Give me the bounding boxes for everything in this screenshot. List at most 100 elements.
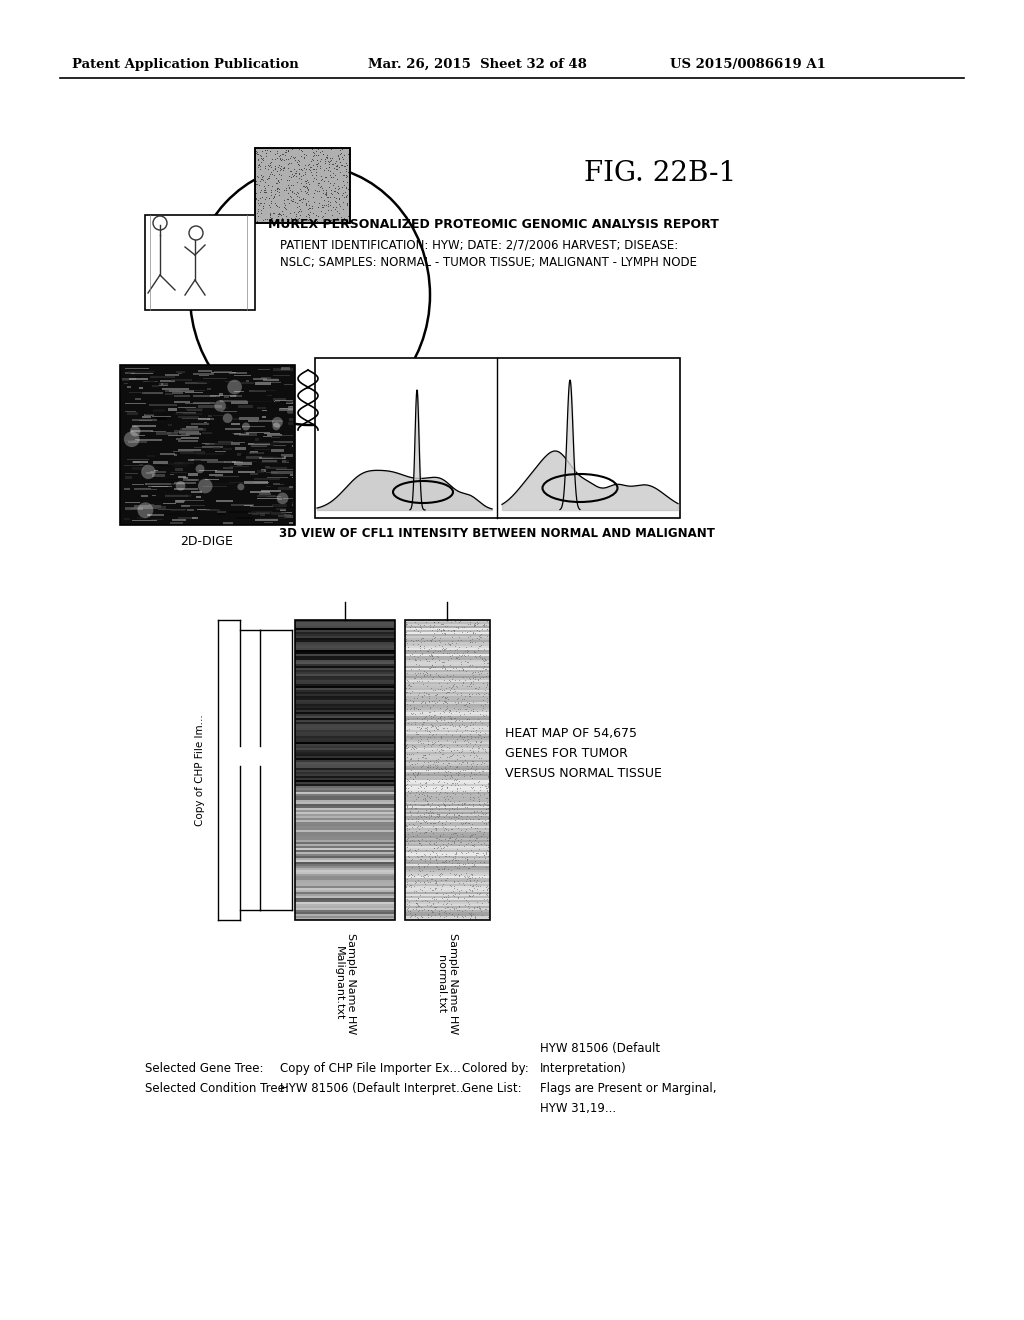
Bar [190, 491, 202, 494]
Bar [225, 380, 238, 383]
Bar [199, 370, 212, 372]
Bar [295, 854, 395, 855]
Bar [150, 376, 175, 378]
Bar [211, 372, 237, 374]
Bar [188, 459, 195, 461]
Bar [295, 774, 395, 776]
Bar [295, 850, 395, 851]
Bar [406, 744, 490, 746]
Bar [406, 768, 490, 770]
Bar [295, 830, 395, 832]
Circle shape [242, 422, 250, 430]
Text: HEAT MAP OF 54,675: HEAT MAP OF 54,675 [505, 727, 637, 741]
Bar [406, 892, 490, 894]
Text: Colored by:: Colored by: [462, 1063, 528, 1074]
Bar [406, 624, 490, 626]
Bar [295, 804, 395, 807]
Bar [406, 737, 490, 738]
Bar [406, 760, 490, 762]
Bar [406, 653, 490, 656]
Bar [406, 828, 490, 830]
Bar [276, 508, 287, 510]
Bar [261, 378, 271, 379]
Bar [406, 842, 490, 843]
Bar [295, 680, 395, 682]
Text: FIG. 22B-1: FIG. 22B-1 [584, 160, 736, 187]
Bar [406, 630, 490, 632]
Bar [406, 680, 490, 682]
Bar [406, 781, 490, 784]
Bar [239, 454, 245, 457]
Bar [295, 729, 395, 730]
Bar [406, 886, 490, 888]
Bar [280, 510, 286, 511]
Text: Sample Name HW
Malignant.txt: Sample Name HW Malignant.txt [334, 933, 355, 1035]
Bar [295, 710, 395, 711]
Bar [295, 628, 395, 630]
Bar [186, 426, 199, 428]
Bar [295, 768, 395, 770]
Bar [182, 417, 206, 420]
Bar [287, 411, 293, 413]
Bar [161, 454, 175, 455]
Bar [165, 374, 179, 376]
Bar [141, 392, 164, 393]
Bar [406, 734, 490, 737]
Bar [406, 777, 490, 780]
Bar [171, 508, 185, 511]
Bar [218, 441, 233, 442]
Bar [165, 393, 173, 395]
Circle shape [198, 479, 213, 494]
Bar [137, 516, 145, 519]
Bar [291, 473, 293, 474]
Bar [295, 738, 395, 741]
Bar [295, 834, 395, 836]
Bar [406, 696, 490, 698]
Bar [295, 902, 395, 904]
Bar [406, 850, 490, 851]
Bar [279, 515, 293, 517]
Bar [406, 636, 490, 638]
Bar [154, 470, 158, 471]
Bar [250, 450, 258, 453]
Bar [154, 461, 168, 463]
Bar [295, 711, 395, 714]
Bar [406, 906, 490, 908]
Bar [295, 636, 395, 638]
Bar [267, 434, 283, 436]
Bar [173, 451, 193, 453]
Bar [295, 758, 395, 760]
Bar [295, 719, 395, 722]
Bar [295, 784, 395, 785]
Bar [295, 803, 395, 804]
Bar [295, 876, 395, 878]
Bar [262, 457, 284, 458]
Bar [261, 416, 266, 418]
Bar [189, 459, 201, 462]
Bar [135, 440, 162, 441]
Bar [295, 652, 395, 653]
Bar [295, 807, 395, 808]
Bar [406, 804, 490, 807]
Bar [122, 379, 136, 380]
Bar [406, 640, 490, 642]
Bar [265, 466, 270, 469]
Bar [315, 358, 680, 517]
Bar [145, 412, 156, 414]
Circle shape [276, 492, 289, 504]
Bar [147, 483, 165, 486]
Bar [162, 388, 189, 391]
Bar [225, 428, 242, 430]
Bar [406, 818, 490, 820]
Bar [263, 379, 280, 380]
Bar [250, 445, 273, 446]
Bar [175, 500, 183, 503]
Bar [187, 409, 202, 411]
Bar [406, 711, 490, 714]
Bar [174, 465, 188, 467]
Bar [150, 471, 166, 473]
Bar [288, 515, 293, 517]
Bar [193, 374, 214, 375]
Bar [239, 433, 257, 436]
Bar [180, 428, 206, 430]
